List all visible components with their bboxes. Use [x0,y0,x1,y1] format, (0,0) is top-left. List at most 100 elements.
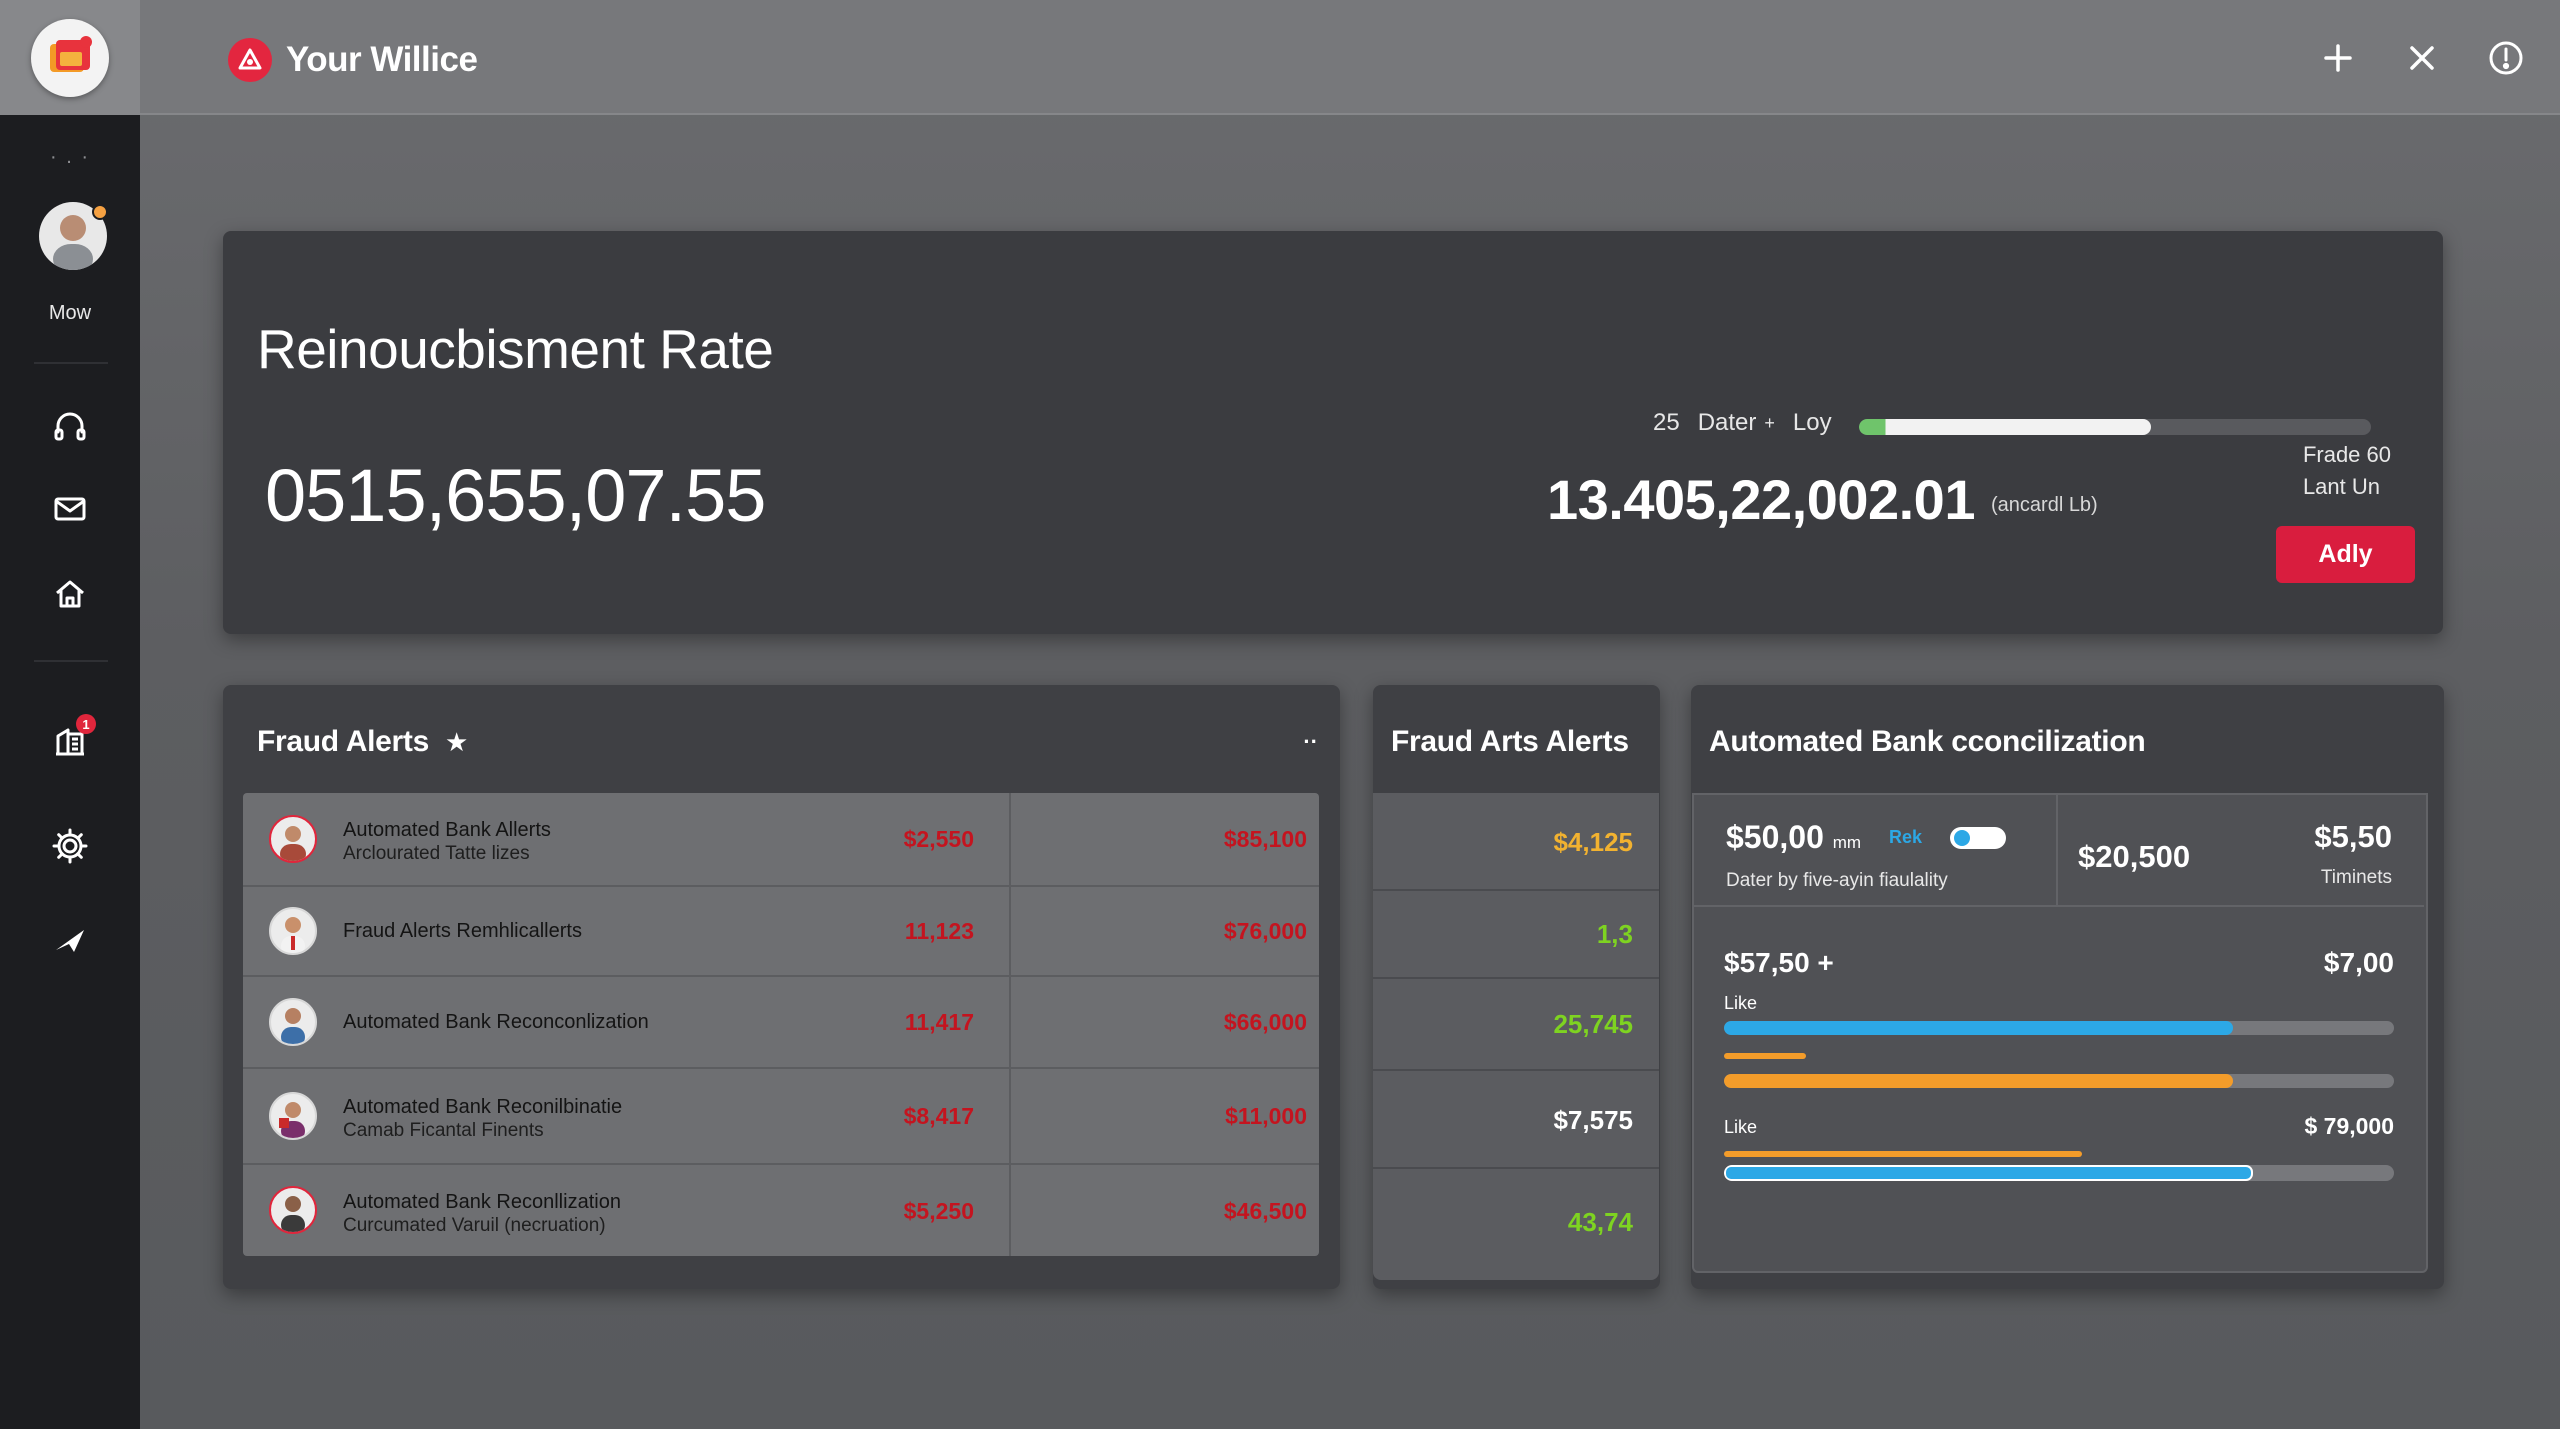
accent-line [1724,1151,2082,1157]
fraud-arts-alerts-panel: Fraud Arts Alerts $4,125 1,3 25,745 $7,5… [1373,685,1660,1289]
value: 25,745 [1553,1009,1633,1039]
table-row[interactable]: Automated Bank Allerts Arclourated Tatte… [243,793,1319,887]
value: 43,74 [1567,1207,1633,1237]
avatar [269,1186,317,1234]
app-logo [31,18,109,97]
progress-fill [1724,1021,2234,1035]
row-value-left: $57,50 + [1724,947,1834,978]
table-row[interactable]: Automated Bank Reconconlization 11,417 $… [243,977,1319,1069]
user-avatar-wrap[interactable] [39,202,108,270]
list-item[interactable]: $7,575 [1373,1071,1659,1169]
user-name: Mow [48,302,92,324]
table-row[interactable]: Fraud Alerts Remhlicallerts 11,123 $76,0… [243,887,1319,977]
progress-legend: 25 Dater + Loy [1653,409,1832,437]
avatar [269,907,317,955]
row-sub: Arclourated Tatte lizes [343,843,530,864]
avatar [269,815,317,863]
top-bar: Your Willice [140,0,2560,115]
table-row[interactable]: Automated Bank Reconilbinatie Camab Fica… [243,1069,1319,1165]
apply-button[interactable]: Adly [2276,526,2415,583]
summary-value-2: $20,500 [2078,839,2191,874]
fraud-alerts-panel: Fraud Alerts ★ ·· Automated Bank Allerts… [223,685,1340,1289]
fraud-alerts-table: Automated Bank Allerts Arclourated Tatte… [243,793,1319,1256]
panel-title: Fraud Arts Alerts [1391,725,1629,758]
brand[interactable]: Your Willice [228,38,478,82]
bar-label: Like [1724,1117,1758,1137]
folder-logo-icon [50,35,92,72]
column-divider [2056,795,2058,907]
row-amount-1: $2,550 [903,826,974,852]
person-icon [281,1196,305,1232]
person-icon [53,215,93,270]
row-amount-2: $85,100 [1223,826,1307,852]
row-amount-2: $76,000 [1223,918,1307,944]
primary-value: 0515,655,07.55 [265,454,766,537]
gear-icon[interactable] [50,826,90,866]
plus-icon[interactable] [2318,38,2358,78]
mail-icon[interactable] [50,489,90,529]
close-icon[interactable] [2402,38,2442,78]
table-row[interactable]: Automated Bank Reconllization Curcumated… [243,1165,1319,1256]
column-divider [1009,887,1011,975]
sidebar: · . · Mow 1 [0,0,140,1429]
summary-value-3: $5,50 [2314,819,2392,854]
secondary-value: 13.405,22,002.01 [1547,468,1975,531]
progress-fill [1724,1165,2254,1181]
row-amount-2: $46,500 [1223,1198,1307,1224]
reconciliation-content: $50,00 mm Rek Dater by five-ayin fiaulal… [1692,793,2428,1273]
column-divider [1009,977,1011,1067]
sidebar-divider [34,362,108,364]
building-icon[interactable]: 1 [50,714,96,760]
brand-logo-icon [228,38,272,82]
avatar [269,1092,317,1140]
value: $50,00 [1726,819,1824,855]
column-divider [1009,1165,1011,1256]
sidebar-dots: · . · [50,146,90,168]
list-item[interactable]: 43,74 [1373,1169,1659,1280]
reimbursement-rate-card: Reinoucbisment Rate 0515,655,07.55 25 Da… [223,231,2443,634]
row-value-right: $7,00 [2323,947,2394,978]
row-amount-1: 11,123 [904,918,974,944]
tag-label: Rek [1889,827,1923,847]
value: 1,3 [1596,919,1633,949]
list-item[interactable]: 1,3 [1373,891,1659,979]
row-sub: Curcumated Varuil (necruation) [343,1215,606,1236]
rek-toggle[interactable] [1950,827,2006,849]
app-title: Your Willice [286,40,478,79]
card-title: Reinoucbisment Rate [257,318,774,380]
row-amount-2: $11,000 [1225,1103,1307,1129]
legend-number: 25 [1653,409,1680,436]
alert-icon[interactable] [2486,38,2526,78]
list-item[interactable]: 25,745 [1373,979,1659,1071]
row-name: Automated Bank Reconconlization [343,1011,649,1033]
row-name: Automated Bank Allerts [343,819,551,841]
column-divider [1009,1069,1011,1163]
row-amount-1: $8,417 [903,1103,974,1129]
person-icon [281,1008,305,1044]
send-icon[interactable] [50,920,90,960]
headset-icon[interactable] [50,406,90,446]
value: $7,575 [1553,1105,1633,1135]
list-item[interactable]: $4,125 [1373,793,1659,891]
side-line-1: Frade 60 [2302,442,2391,467]
fraud-alerts-title: Fraud Alerts [257,725,429,758]
window-actions [2318,38,2526,78]
hero-progress-fill [1859,419,2151,435]
star-icon[interactable]: ★ [445,727,469,757]
row-name: Automated Bank Reconilbinatie [343,1096,623,1118]
row-amount-2: $66,000 [1223,1009,1307,1035]
more-options-icon[interactable]: ·· [1303,729,1318,754]
hero-progress-track [1859,419,2371,435]
side-line-2: Lant Un [2302,474,2380,499]
progress-fill [1724,1074,2234,1088]
person-icon [280,826,306,861]
progress-track [1724,1165,2394,1181]
status-dot [92,204,108,220]
secondary-unit: (ancardl Lb) [1991,494,2098,516]
app-logo-box[interactable] [0,0,140,115]
panel-title: Fraud Alerts ★ [257,725,468,759]
summary-value-1: $50,00 mm [1726,819,1861,856]
home-icon[interactable] [50,574,90,614]
person-icon [281,917,305,953]
legend-end: Loy [1792,409,1832,436]
